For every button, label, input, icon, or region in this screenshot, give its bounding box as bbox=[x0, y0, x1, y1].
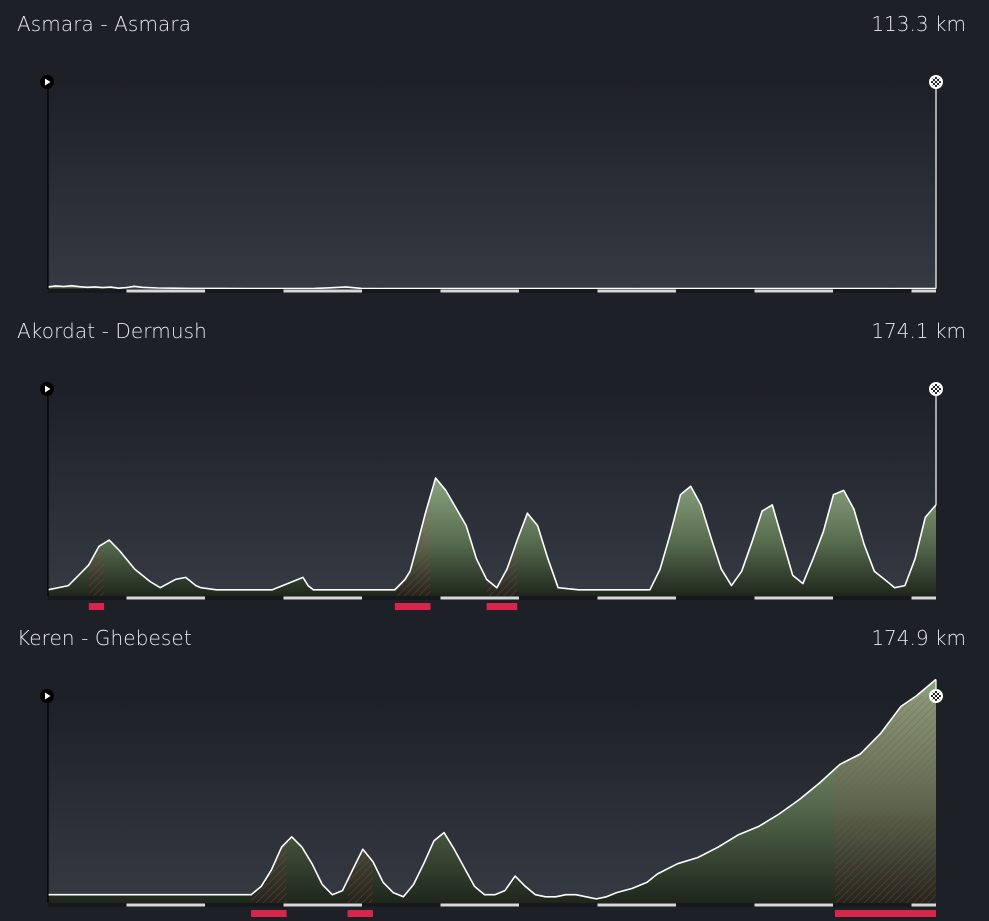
elevation-chart-2 bbox=[40, 382, 943, 610]
plot-background bbox=[48, 389, 936, 596]
km-segment bbox=[440, 903, 519, 907]
km-segment bbox=[754, 903, 833, 907]
elevation-chart-1 bbox=[40, 75, 943, 293]
play-flag-icon bbox=[40, 689, 54, 703]
stage-profile-2[interactable]: Akordat - Dermush 174.1 km bbox=[0, 307, 989, 614]
stage-distance: 113.3 km bbox=[871, 12, 966, 36]
stage-distance: 174.9 km bbox=[871, 626, 966, 650]
km-segment bbox=[126, 903, 205, 907]
checkered-flag-icon bbox=[929, 382, 943, 396]
km-segment bbox=[440, 596, 519, 600]
climb-marker bbox=[486, 603, 518, 610]
km-segment bbox=[126, 289, 205, 293]
km-segment bbox=[126, 596, 205, 600]
play-flag-icon bbox=[40, 382, 54, 396]
km-segment bbox=[754, 289, 833, 293]
climb-marker bbox=[347, 910, 373, 917]
plot-background bbox=[48, 82, 936, 289]
km-segment bbox=[283, 903, 362, 907]
km-segment bbox=[283, 596, 362, 600]
elevation-chart-3 bbox=[40, 678, 943, 917]
checkered-flag-icon bbox=[929, 689, 943, 703]
climb-marker bbox=[834, 910, 936, 917]
checkered-flag-icon bbox=[929, 75, 943, 89]
stage-title: Asmara - Asmara bbox=[17, 12, 192, 36]
stage-title: Akordat - Dermush bbox=[17, 319, 207, 343]
stage-distance: 174.1 km bbox=[871, 319, 966, 343]
elevation-line bbox=[47, 477, 937, 591]
climb-marker bbox=[88, 603, 105, 610]
play-flag-icon bbox=[40, 75, 54, 89]
stage-profile-1[interactable]: Asmara - Asmara 113.3 km bbox=[0, 0, 989, 307]
km-segment bbox=[440, 289, 519, 293]
elevation-line bbox=[48, 678, 937, 900]
km-segment bbox=[597, 596, 676, 600]
km-segment bbox=[911, 903, 936, 907]
km-segment bbox=[597, 289, 676, 293]
elevation-area bbox=[48, 478, 936, 596]
stage-title: Keren - Ghebeset bbox=[17, 626, 192, 650]
climb-marker bbox=[394, 603, 431, 610]
km-segment bbox=[911, 596, 936, 600]
km-segment bbox=[283, 289, 362, 293]
stage-profile-3[interactable]: Keren - Ghebeset 174.9 km bbox=[0, 614, 989, 921]
climb-marker bbox=[251, 910, 287, 917]
elevation-line bbox=[47, 284, 936, 290]
km-segment bbox=[911, 289, 936, 293]
km-segment bbox=[597, 903, 676, 907]
km-segment bbox=[754, 596, 833, 600]
